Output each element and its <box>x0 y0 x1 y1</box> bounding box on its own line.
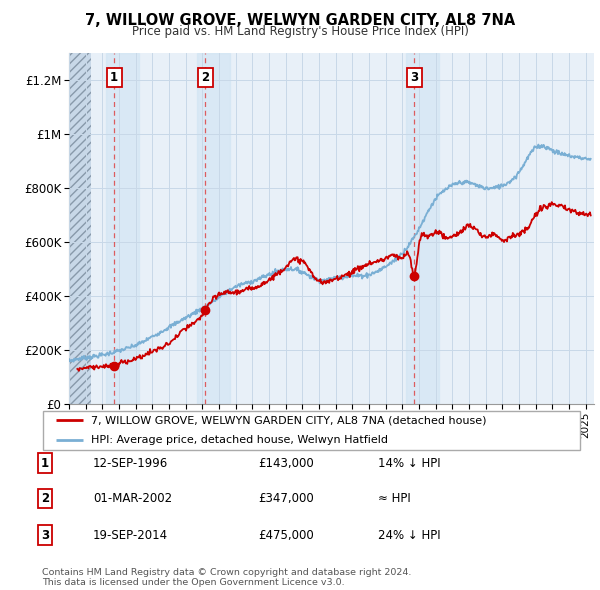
Text: 1: 1 <box>110 71 118 84</box>
Text: 1: 1 <box>41 457 49 470</box>
Text: 3: 3 <box>410 71 418 84</box>
Text: Contains HM Land Registry data © Crown copyright and database right 2024.
This d: Contains HM Land Registry data © Crown c… <box>42 568 412 587</box>
Text: 2: 2 <box>201 71 209 84</box>
Text: 3: 3 <box>41 529 49 542</box>
Text: 7, WILLOW GROVE, WELWYN GARDEN CITY, AL8 7NA (detached house): 7, WILLOW GROVE, WELWYN GARDEN CITY, AL8… <box>91 415 486 425</box>
Text: 24% ↓ HPI: 24% ↓ HPI <box>378 529 440 542</box>
Bar <box>406 53 439 404</box>
Text: £475,000: £475,000 <box>258 529 314 542</box>
FancyBboxPatch shape <box>43 411 580 450</box>
Text: 14% ↓ HPI: 14% ↓ HPI <box>378 457 440 470</box>
Text: HPI: Average price, detached house, Welwyn Hatfield: HPI: Average price, detached house, Welw… <box>91 435 388 445</box>
Bar <box>106 53 139 404</box>
Text: 01-MAR-2002: 01-MAR-2002 <box>93 492 172 505</box>
Text: ≈ HPI: ≈ HPI <box>378 492 411 505</box>
Text: 2: 2 <box>41 492 49 505</box>
Bar <box>69 53 91 404</box>
Text: 12-SEP-1996: 12-SEP-1996 <box>93 457 168 470</box>
Text: 7, WILLOW GROVE, WELWYN GARDEN CITY, AL8 7NA: 7, WILLOW GROVE, WELWYN GARDEN CITY, AL8… <box>85 13 515 28</box>
Bar <box>197 53 230 404</box>
Text: £143,000: £143,000 <box>258 457 314 470</box>
Text: Price paid vs. HM Land Registry's House Price Index (HPI): Price paid vs. HM Land Registry's House … <box>131 25 469 38</box>
Text: £347,000: £347,000 <box>258 492 314 505</box>
Text: 19-SEP-2014: 19-SEP-2014 <box>93 529 168 542</box>
